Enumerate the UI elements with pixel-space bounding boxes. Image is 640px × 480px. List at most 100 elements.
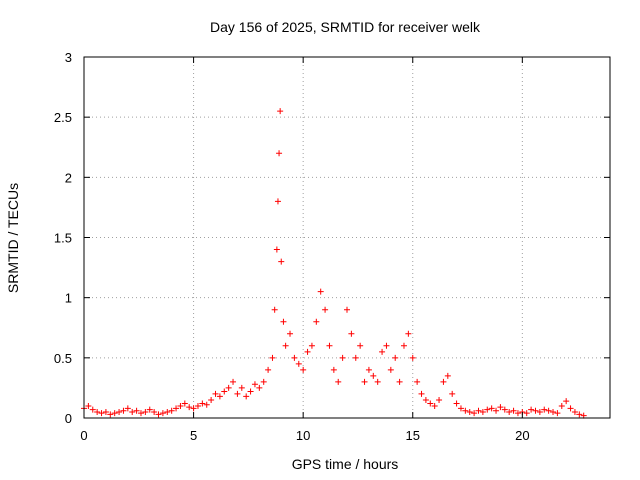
data-point [532,407,539,414]
data-point [497,404,504,411]
axis-ticks: 0 5 10 15 20 0 0.5 1 1.5 2 2.5 3 [54,50,610,443]
data-point [387,366,394,373]
x-tick-label: 15 [406,428,420,443]
data-point [479,408,486,415]
y-axis-label: SRMTID / TECUs [5,183,21,293]
x-tick-label: 20 [515,428,529,443]
data-point [330,366,337,373]
data-point [274,198,281,205]
data-point [567,405,574,412]
data-point [98,410,105,417]
x-tick-label: 10 [296,428,310,443]
data-point [251,381,258,388]
data-point [449,390,456,397]
data-point [94,408,101,415]
data-point [484,406,491,413]
data-point [221,388,228,395]
data-point [308,342,315,349]
data-point [414,378,421,385]
data-point [422,396,429,403]
data-point [370,372,377,379]
data-point [510,407,517,414]
x-tick-label: 5 [190,428,197,443]
x-axis-label: GPS time / hours [292,456,399,472]
data-point [396,378,403,385]
data-point [199,400,206,407]
data-point [173,405,180,412]
y-tick-label: 2 [65,170,72,185]
data-point [409,354,416,361]
data-point [137,410,144,417]
data-point [352,354,359,361]
data-point [558,402,565,409]
data-point [361,378,368,385]
data-point [418,390,425,397]
data-point [116,408,123,415]
data-point [295,360,302,367]
data-point [111,410,118,417]
data-point [89,406,96,413]
data-point [545,407,552,414]
data-point [317,288,324,295]
data-points [81,108,587,419]
data-point [374,378,381,385]
data-point [269,354,276,361]
data-point [265,366,272,373]
data-point [431,402,438,409]
data-point [528,406,535,413]
data-point [230,378,237,385]
data-point [102,408,109,415]
data-point [216,393,223,400]
data-point [501,406,508,413]
data-point [146,406,153,413]
data-point [300,366,307,373]
data-point [208,396,215,403]
data-point [133,407,140,414]
data-point [440,378,447,385]
data-point [186,404,193,411]
data-point [124,405,131,412]
data-point [313,318,320,325]
data-point [194,402,201,409]
data-point [151,408,158,415]
data-point [322,306,329,313]
data-point [344,306,350,313]
y-tick-label: 3 [65,50,72,65]
data-point [287,330,294,337]
data-point [291,354,298,361]
data-point [85,402,92,409]
data-point [107,411,114,418]
gridlines [84,57,610,418]
data-point [120,407,127,414]
data-point [523,410,530,417]
data-point [225,384,232,391]
data-point [436,396,443,403]
data-point [304,348,311,355]
data-point [168,407,175,414]
data-point [462,407,469,414]
data-point [335,378,342,385]
data-point [280,318,287,325]
data-point [488,405,495,412]
data-point [576,411,583,418]
data-point [571,408,578,415]
data-point [554,410,561,417]
data-point [164,408,171,415]
y-tick-label: 1.5 [54,231,72,246]
data-point [282,342,289,349]
data-point [276,150,283,157]
y-tick-label: 1 [65,291,72,306]
data-point [453,400,460,407]
data-point [159,410,166,417]
data-point [256,384,263,391]
data-point [339,354,346,361]
data-point [243,393,250,400]
data-point [326,342,333,349]
y-tick-label: 0 [65,411,72,426]
data-point [278,258,285,265]
data-point [383,342,390,349]
data-point [506,408,513,415]
data-point [493,407,500,414]
data-point [260,378,267,385]
